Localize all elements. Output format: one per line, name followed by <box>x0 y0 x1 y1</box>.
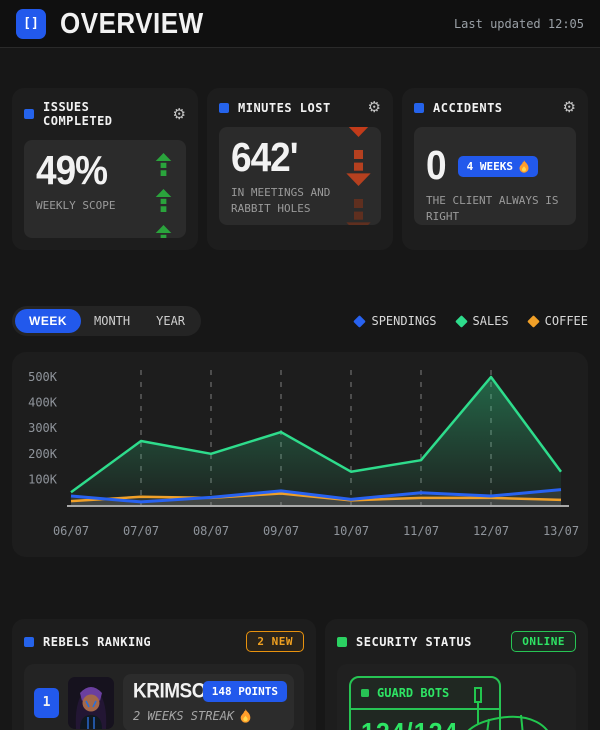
blue-square-icon <box>24 636 34 647</box>
diamond-swatch-icon <box>526 314 540 328</box>
diamond-swatch-icon <box>353 314 367 328</box>
flame-icon <box>519 159 529 173</box>
guard-bots-box: GUARD BOTS 124/124 [RUNNING...] <box>349 676 502 730</box>
chart-legend: SPENDINGS SALES COFFEE <box>353 314 588 328</box>
chart-controls: WEEK MONTH YEAR SPENDINGS SALES COFFEE <box>12 306 588 336</box>
gear-icon[interactable]: ⚙ <box>367 99 381 116</box>
card-title: SECURITY STATUS <box>356 634 472 649</box>
streak-text: 2 WEEKS STREAK <box>133 709 284 723</box>
tab-month[interactable]: MONTH <box>81 309 143 333</box>
rank-number: 1 <box>34 687 59 718</box>
rebels-ranking-card: REBELS RANKING 2 NEW 1 KRIMSON @KRIMSON <box>12 619 317 730</box>
card-title: ISSUES COMPLETED <box>43 100 113 128</box>
accidents-card: ACCIDENTS ⚙ 0 4 WEEKS THE CLIENT ALWAYS … <box>402 88 588 250</box>
svg-text:11/07: 11/07 <box>403 524 439 538</box>
header: [] OVERVIEW Last updated 12:05 <box>0 0 600 48</box>
issues-completed-card: ISSUES COMPLETED ⚙ 49% WEEKLY SCOPE <box>12 88 198 250</box>
page-title: OVERVIEW <box>60 6 204 40</box>
guard-bots-label: GUARD BOTS <box>377 686 450 700</box>
stat-subtitle: THE CLIENT ALWAYS IS RIGHT <box>426 193 559 224</box>
down-arrow-icon <box>345 199 371 225</box>
last-updated-text: Last updated 12:05 <box>453 16 584 31</box>
stat-subtitle: WEEKLY SCOPE <box>36 198 116 212</box>
stat-panel: 0 4 WEEKS THE CLIENT ALWAYS IS RIGHT <box>414 127 576 225</box>
green-square-icon <box>337 636 348 647</box>
sales-chart-card: 100K 200K 300K 400K 500K 06/07 07/07 08/07 09/07… <box>12 352 588 557</box>
gear-icon[interactable]: ⚙ <box>172 105 186 123</box>
svg-text:200K: 200K <box>28 447 58 461</box>
security-status-card: SECURITY STATUS ONLINE GUARD BOTS 124/12… <box>325 619 588 730</box>
svg-text:06/07: 06/07 <box>53 524 89 538</box>
legend-coffee[interactable]: COFFEE <box>526 314 588 328</box>
list-item[interactable]: 1 KRIMSON @KRIMSON 148 POINTS 2 WEEKS S <box>34 674 295 730</box>
stat-subtitle: IN MEETINGS AND RABBIT HOLES <box>231 185 331 216</box>
diamond-swatch-icon <box>454 314 468 328</box>
svg-text:08/07: 08/07 <box>193 524 229 538</box>
logo-brackets-icon: [] <box>23 16 39 31</box>
blue-square-icon <box>414 102 424 113</box>
new-count-badge: 2 NEW <box>246 631 305 652</box>
stat-panel: 49% WEEKLY SCOPE <box>24 140 186 238</box>
up-arrow-icon <box>155 152 171 176</box>
down-arrows-decoration <box>343 127 373 225</box>
stat-value: 49% <box>36 147 108 193</box>
svg-text:400K: 400K <box>28 396 58 410</box>
flame-icon <box>240 709 251 723</box>
svg-text:13/07: 13/07 <box>543 524 579 538</box>
down-arrow-icon <box>348 127 368 137</box>
tab-year[interactable]: YEAR <box>143 309 198 333</box>
stat-panel: 642' IN MEETINGS AND RABBIT HOLES <box>219 127 381 225</box>
app-logo: [] <box>16 8 46 39</box>
card-title: REBELS RANKING <box>43 634 152 649</box>
avatar <box>68 676 114 729</box>
tab-week[interactable]: WEEK <box>15 309 81 333</box>
svg-text:10/07: 10/07 <box>333 524 369 538</box>
security-panel: GUARD BOTS 124/124 [RUNNING...] <box>337 664 576 730</box>
bottom-cards-row: REBELS RANKING 2 NEW 1 KRIMSON @KRIMSON <box>12 619 588 730</box>
card-title: MINUTES LOST <box>238 100 331 115</box>
streak-badge: 4 WEEKS <box>457 155 538 177</box>
up-arrow-icon <box>155 188 171 212</box>
stat-value: 642' <box>231 134 299 180</box>
blue-square-icon <box>219 102 229 113</box>
gear-icon[interactable]: ⚙ <box>562 99 576 116</box>
svg-text:100K: 100K <box>28 472 58 486</box>
card-title: ACCIDENTS <box>433 100 503 115</box>
up-arrow-icon <box>155 224 171 238</box>
stat-value: 0 <box>426 142 447 188</box>
player-panel: KRIMSON @KRIMSON 148 POINTS 2 WEEKS STRE… <box>123 674 295 730</box>
blue-square-icon <box>24 109 34 119</box>
player-name: KRIMSON <box>133 682 220 703</box>
guard-bots-value: 124/124 <box>361 718 458 730</box>
ranking-list: 1 KRIMSON @KRIMSON 148 POINTS 2 WEEKS S <box>24 664 305 730</box>
svg-text:12/07: 12/07 <box>473 524 509 538</box>
green-square-icon <box>361 689 370 697</box>
online-badge: ONLINE <box>511 631 576 652</box>
legend-sales[interactable]: SALES <box>454 314 509 328</box>
robot-wireframe-icon <box>467 687 548 730</box>
svg-text:300K: 300K <box>28 421 58 435</box>
stat-cards-row: ISSUES COMPLETED ⚙ 49% WEEKLY SCOPE <box>12 88 588 250</box>
up-arrows-decoration <box>148 140 178 238</box>
period-tabs: WEEK MONTH YEAR <box>12 306 202 336</box>
svg-text:500K: 500K <box>28 370 58 384</box>
area-chart: 100K 200K 300K 400K 500K 06/07 07/07 08/07 09/07… <box>28 370 579 538</box>
legend-spendings[interactable]: SPENDINGS <box>353 314 437 328</box>
points-badge: 148 POINTS <box>202 681 288 702</box>
svg-text:09/07: 09/07 <box>263 524 299 538</box>
down-arrow-icon <box>345 150 371 186</box>
svg-text:07/07: 07/07 <box>123 524 159 538</box>
minutes-lost-card: MINUTES LOST ⚙ 642' IN MEETINGS AND RABB… <box>207 88 393 250</box>
